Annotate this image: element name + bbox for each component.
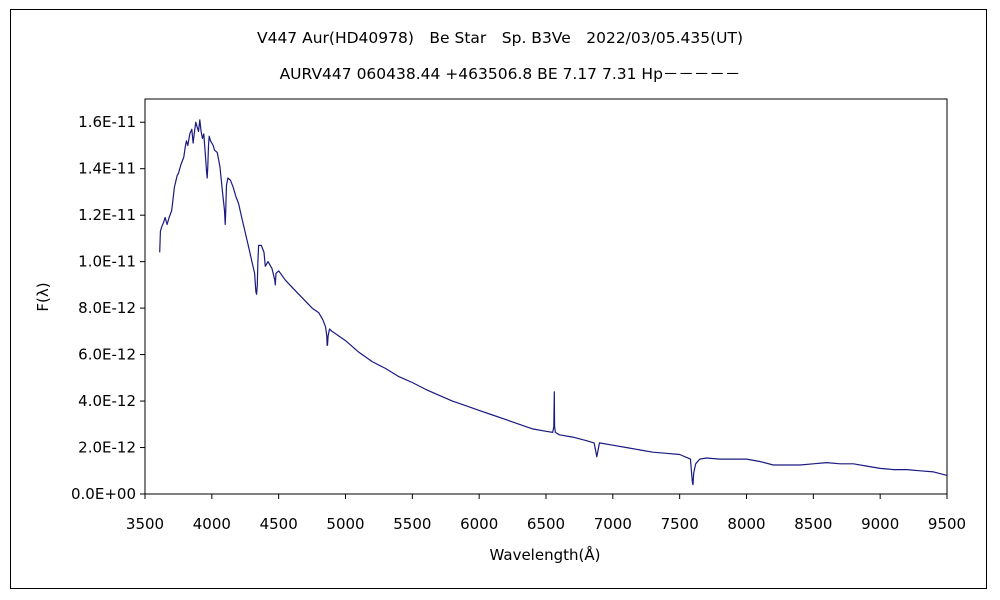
x-axis: 3500 4000 4500 5000 5500 6000 6500 7000 7500 8000…	[126, 494, 966, 533]
y-tick-label: 4.0E-12	[78, 392, 136, 410]
x-tick-label: 6000	[460, 515, 498, 533]
x-tick-label: 8000	[727, 515, 765, 533]
x-axis-label: Wavelength(Å)	[490, 545, 601, 564]
y-tick-label: 1.6E-11	[78, 113, 136, 131]
y-tick-label: 1.4E-11	[78, 160, 136, 178]
chart-subtitle: AURV447 060438.44 +463506.8 BE 7.17 7.31…	[280, 65, 741, 83]
plot-area	[144, 98, 948, 495]
y-tick-label: 8.0E-12	[78, 299, 136, 317]
x-tick-label: 6500	[527, 515, 565, 533]
chart-title: V447 Aur(HD40978) Be Star Sp. B3Ve 2022/…	[257, 29, 743, 47]
x-tick-label: 5000	[326, 515, 364, 533]
y-tick-label: 2.0E-12	[78, 439, 136, 457]
x-tick-label: 4500	[260, 515, 298, 533]
y-tick-label: 1.0E-11	[78, 253, 136, 271]
spectrum-series-line	[159, 119, 948, 486]
x-tick-label: 4000	[193, 515, 231, 533]
x-tick-label: 8500	[794, 515, 832, 533]
x-tick-label: 9500	[928, 515, 966, 533]
x-tick-label: 3500	[126, 515, 164, 533]
y-tick-label: 6.0E-12	[78, 346, 136, 364]
x-tick-label: 7000	[594, 515, 632, 533]
y-tick-label: 1.2E-11	[78, 206, 136, 224]
x-tick-label: 5500	[393, 515, 431, 533]
y-axis: 0.0E+00 2.0E-12 4.0E-12 6.0E-12 8.0E-12 1.0E-…	[71, 113, 145, 503]
y-tick-label: 0.0E+00	[71, 485, 136, 503]
x-tick-label: 9000	[861, 515, 899, 533]
y-axis-label: F(λ)	[34, 282, 52, 311]
x-tick-label: 7500	[661, 515, 699, 533]
